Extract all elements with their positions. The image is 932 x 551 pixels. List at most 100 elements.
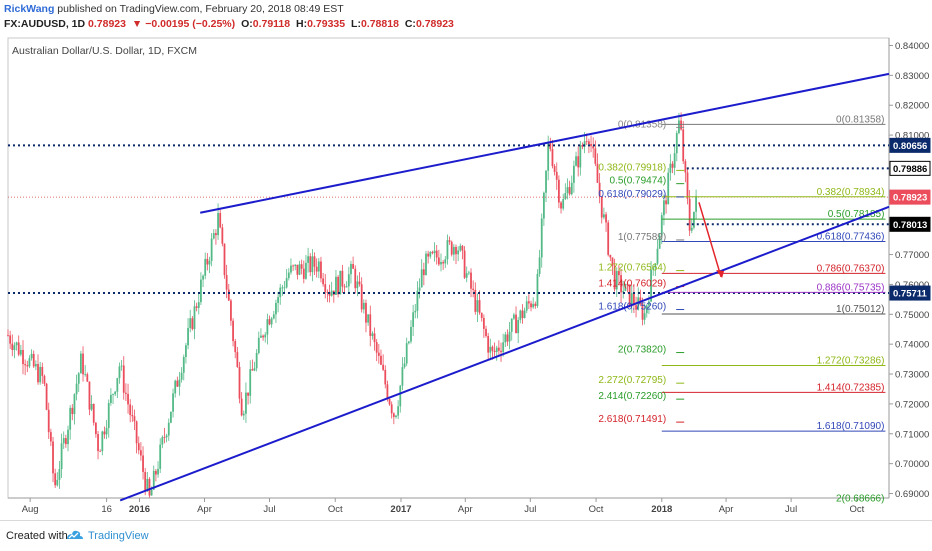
candle-body	[219, 213, 222, 228]
candle-body	[45, 383, 48, 410]
candle-body	[43, 375, 46, 384]
candle-body	[103, 431, 106, 435]
publish-info: published on TradingView.com, February 2…	[57, 3, 344, 15]
symbol-label[interactable]: FX:AUDUSD, 1D	[4, 18, 86, 30]
tradingview-brand[interactable]: TradingView	[88, 530, 149, 542]
last-price: 0.78923	[88, 18, 126, 30]
candle-body	[427, 253, 430, 257]
candle-body	[564, 193, 567, 200]
candle-body	[324, 284, 327, 292]
fib-extension-label: 0.5(0.79474)	[609, 176, 666, 187]
candle-body	[401, 367, 404, 386]
candle-body	[405, 343, 408, 364]
candle-body	[491, 346, 494, 351]
price-axis-tag	[889, 137, 931, 153]
fib-extension-label: 0(0.81358)	[618, 119, 666, 130]
fib-level-label: 0.382(0.78934)	[817, 187, 885, 198]
candle-body	[343, 286, 346, 288]
candle-body	[352, 263, 355, 269]
candle-body	[675, 133, 678, 154]
candle-body	[388, 399, 391, 405]
candle-body	[678, 120, 680, 134]
candle-body	[446, 240, 449, 260]
candle-body	[575, 156, 577, 166]
candle-body	[515, 314, 517, 334]
candle-body	[667, 172, 670, 205]
candle-body	[354, 268, 357, 289]
candle-body	[609, 254, 612, 258]
candle-body	[551, 149, 554, 167]
price-chart[interactable]: 0.840000.830000.820000.810000.800000.790…	[0, 0, 932, 520]
candle-body	[120, 365, 123, 367]
candle-body	[19, 349, 22, 355]
candle-body	[240, 398, 243, 416]
candle-body	[350, 263, 352, 275]
candle-body	[472, 288, 475, 290]
fib-extension-label: 1.272(0.76564)	[598, 263, 666, 274]
candle-body	[187, 327, 189, 346]
candle-body	[39, 366, 42, 383]
candle-body	[182, 356, 185, 373]
candle-body	[562, 199, 565, 209]
candle-body	[157, 468, 159, 475]
candle-body	[109, 394, 112, 403]
candle-body	[7, 335, 9, 337]
y-tick-label: 0.69000	[895, 489, 929, 500]
candle-body	[435, 250, 438, 258]
price-axis-tag-label: 0.79886	[893, 164, 927, 175]
candle-body	[495, 347, 498, 353]
fib-level-label: 2(0.68666)	[836, 493, 884, 504]
candle-body	[684, 161, 687, 173]
candle-body	[545, 170, 547, 193]
trend-line	[119, 205, 890, 502]
candle-body	[71, 407, 74, 415]
candle-body	[217, 213, 219, 236]
candle-body	[500, 350, 502, 353]
candle-body	[603, 214, 605, 218]
candle-body	[268, 319, 271, 325]
x-tick-label: 2018	[651, 504, 672, 515]
x-tick-label: Apr	[197, 504, 212, 515]
candle-body	[200, 279, 202, 303]
candle-body	[52, 441, 54, 474]
candle-body	[32, 353, 35, 367]
candle-body	[517, 319, 520, 334]
candle-body	[420, 269, 423, 288]
x-tick-label: Jul	[263, 504, 275, 515]
candle-body	[645, 305, 648, 314]
candle-body	[437, 257, 440, 265]
fib-level-label: 0.618(0.77436)	[817, 232, 885, 243]
candle-body	[553, 166, 556, 172]
candle-body	[639, 297, 642, 304]
candle-body	[356, 281, 359, 289]
candle-body	[594, 148, 597, 164]
candle-body	[292, 265, 294, 267]
candle-body	[101, 431, 104, 452]
candle-body	[585, 141, 588, 143]
x-tick-label: Oct	[589, 504, 604, 515]
candle-body	[245, 392, 247, 414]
candle-body	[150, 489, 153, 496]
candle-body	[13, 345, 16, 351]
candle-body	[195, 306, 198, 308]
candle-body	[294, 264, 297, 267]
candle-body	[566, 187, 569, 194]
candle-body	[88, 381, 91, 410]
candle-body	[450, 241, 453, 255]
candle-body	[422, 269, 425, 276]
fib-level-label: 0(0.81358)	[836, 114, 884, 125]
candle-body	[142, 455, 144, 472]
candle-body	[270, 318, 273, 325]
down-arrow-icon: ▼	[131, 18, 143, 30]
candle-body	[448, 240, 451, 242]
author-link[interactable]: RickWang	[4, 3, 55, 15]
candle-body	[618, 271, 620, 276]
candle-body	[197, 302, 200, 308]
candle-body	[465, 273, 468, 278]
price-axis-tag-label: 0.75711	[893, 289, 928, 300]
candle-body	[135, 421, 138, 444]
candle-body	[635, 305, 637, 310]
candle-body	[298, 264, 301, 275]
candle-body	[665, 200, 667, 205]
candle-body	[191, 318, 194, 330]
